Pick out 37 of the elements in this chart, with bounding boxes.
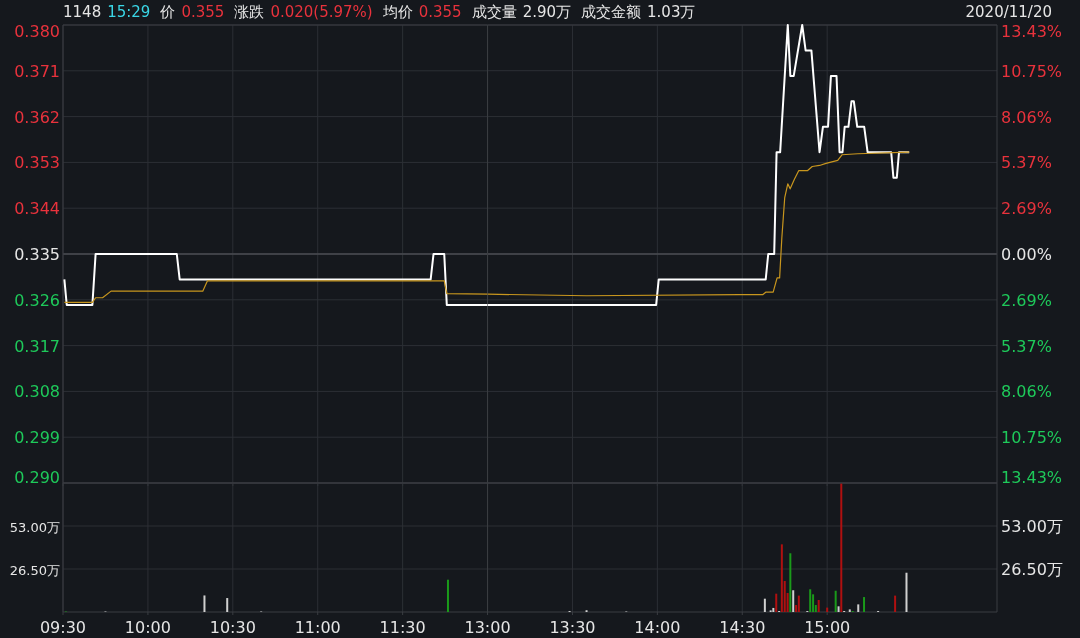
- y-tick-label: 26.50万: [9, 563, 60, 578]
- y-tick-label: 0.299: [14, 428, 60, 448]
- y2-tick-label: 10.75%: [1001, 61, 1063, 81]
- x-tick-label: 15:00: [804, 618, 851, 637]
- y-tick-label: 53.00万: [9, 520, 60, 535]
- y2-tick-label: 2.69%: [1001, 199, 1052, 219]
- y2-tick-label: 53.00万: [1001, 517, 1063, 536]
- y-tick-label: 0.308: [14, 382, 60, 402]
- y2-tick-label: 10.75%: [1001, 428, 1063, 448]
- y2-tick-label: 13.43%: [1001, 22, 1063, 41]
- y2-tick-label: 2.69%: [1001, 290, 1052, 310]
- x-tick-label: 14:30: [719, 618, 766, 637]
- y-tick-label: 0.380: [14, 22, 60, 41]
- y2-tick-label: 26.50万: [1001, 560, 1063, 579]
- y-tick-label: 0.290: [14, 468, 60, 487]
- y-tick-label: 0.317: [14, 336, 60, 356]
- y2-tick-label: 5.37%: [1001, 153, 1052, 173]
- y-tick-label: 0.326: [14, 290, 60, 310]
- y-tick-label: 0.335: [14, 245, 60, 264]
- y2-tick-label: 0.00%: [1001, 245, 1052, 264]
- y2-tick-label: 5.37%: [1001, 336, 1052, 356]
- x-tick-label: 11:30: [379, 618, 426, 637]
- y2-tick-label: 8.06%: [1001, 107, 1052, 127]
- x-tick-label: 13:30: [549, 618, 596, 637]
- header: 1148 15:29 价 0.355 涨跌 0.020(5.97%) 均价 0.355 成交量 2.90万 成交金额 1.03万 2020/11/20: [63, 3, 1052, 21]
- y-tick-label: 0.353: [14, 153, 60, 173]
- x-tick-label: 10:30: [209, 618, 256, 637]
- y2-tick-label: 8.06%: [1001, 382, 1052, 402]
- y-tick-label: 0.344: [14, 199, 60, 219]
- x-tick-label: 14:00: [634, 618, 681, 637]
- x-tick-label: 13:00: [464, 618, 511, 637]
- x-tick-label: 10:00: [124, 618, 171, 637]
- y-tick-label: 0.362: [14, 107, 60, 127]
- x-tick-label: 11:00: [294, 618, 341, 637]
- y-tick-label: 0.371: [14, 61, 60, 81]
- y2-tick-label: 13.43%: [1001, 468, 1063, 487]
- x-tick-label: 09:30: [39, 618, 87, 637]
